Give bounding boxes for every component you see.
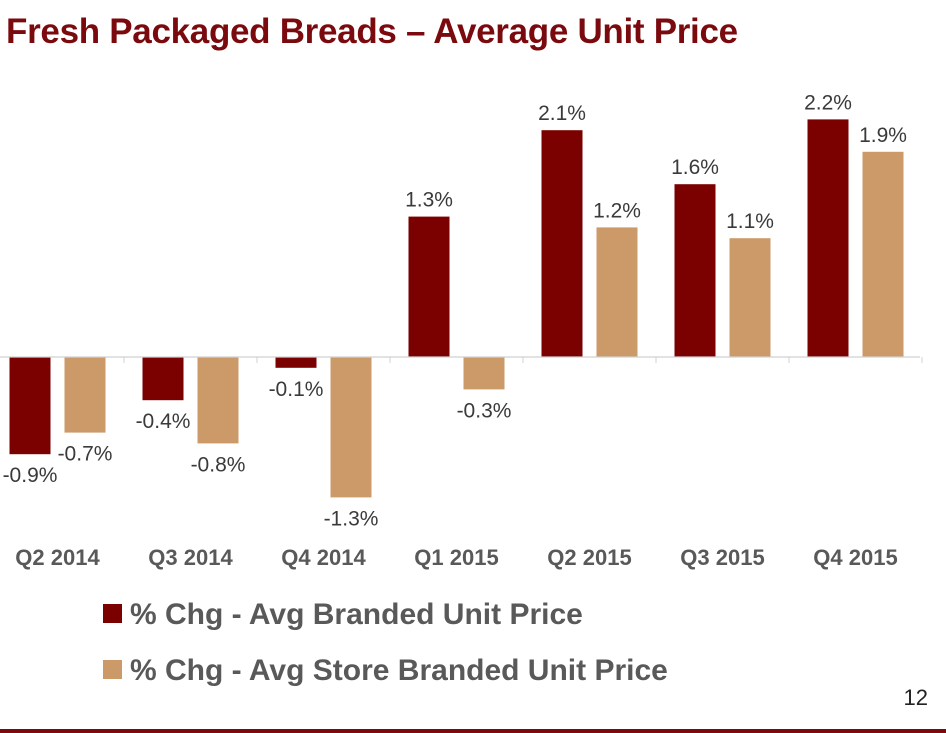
x-tick-label: Q4 2015 xyxy=(813,545,897,570)
page-number: 12 xyxy=(903,685,928,710)
bar-branded-q2-2014 xyxy=(9,357,51,455)
legend: % Chg - Avg Branded Unit Price % Chg - Av… xyxy=(103,598,668,687)
bar-branded-q4-2015 xyxy=(807,119,849,358)
bar-store-branded-q2-2014 xyxy=(64,357,106,433)
x-tick-label: Q2 2014 xyxy=(15,545,100,570)
x-tick-label: Q3 2014 xyxy=(148,545,233,570)
data-label: -0.8% xyxy=(191,453,246,476)
x-axis: Q2 2014 Q3 2014 Q4 2014 Q1 2015 Q2 2015 Q3 20… xyxy=(0,356,923,570)
x-tick-label: Q3 2015 xyxy=(680,545,764,570)
data-label: -0.7% xyxy=(58,443,113,466)
bar-store-branded-q3-2014 xyxy=(197,357,239,444)
data-label: 1.2% xyxy=(593,199,641,222)
x-tick-label: Q1 2015 xyxy=(414,545,498,570)
bottom-rule xyxy=(0,729,946,733)
bar-branded-q2-2015 xyxy=(541,130,583,357)
data-label: 2.2% xyxy=(804,91,852,114)
bar-branded-q1-2015 xyxy=(408,216,450,357)
data-label: 2.1% xyxy=(538,102,586,125)
data-label: 1.6% xyxy=(671,156,719,179)
bar-store-branded-q3-2015 xyxy=(729,238,771,357)
bar-store-branded-q1-2015 xyxy=(463,357,505,390)
data-label: -0.3% xyxy=(457,399,512,422)
legend-label: % Chg - Avg Store Branded Unit Price xyxy=(130,654,668,687)
data-label: 1.1% xyxy=(726,210,774,233)
bar-store-branded-q4-2015 xyxy=(862,151,904,357)
data-label: 1.9% xyxy=(859,124,907,147)
data-label: -0.4% xyxy=(136,410,191,433)
legend-swatch xyxy=(103,604,122,623)
bar-branded-q4-2014 xyxy=(275,357,317,368)
bar-store-branded-q2-2015 xyxy=(596,227,638,357)
bar-store-branded-q4-2014 xyxy=(330,357,372,498)
x-tick-label: Q2 2015 xyxy=(547,545,631,570)
bar-branded-q3-2014 xyxy=(142,357,184,401)
data-labels-layer: -0.9%-0.7% -0.4%-0.8% -0.1% -1.3% 1.3% -0.3% 2… xyxy=(3,91,907,530)
data-label: -0.9% xyxy=(3,464,58,487)
bar-branded-q3-2015 xyxy=(674,184,716,357)
x-tick-label: Q4 2014 xyxy=(281,545,366,570)
legend-label: % Chg - Avg Branded Unit Price xyxy=(130,598,583,631)
slide-title: Fresh Packaged Breads – Average Unit Pri… xyxy=(6,12,738,51)
data-label: -1.3% xyxy=(324,507,379,530)
data-label: 1.3% xyxy=(405,189,453,212)
data-label: -0.1% xyxy=(269,378,324,401)
legend-swatch xyxy=(103,660,122,679)
bars-layer xyxy=(9,119,904,498)
